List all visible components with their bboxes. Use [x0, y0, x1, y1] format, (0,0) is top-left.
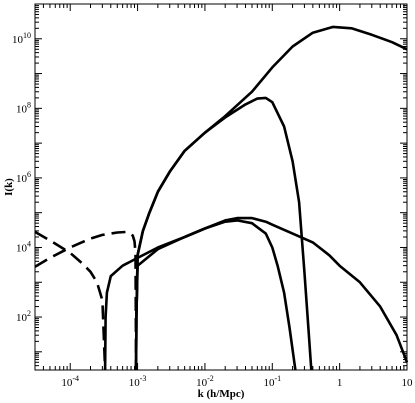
x-tick-label: 10	[402, 377, 414, 389]
solid-curve-4	[134, 219, 297, 371]
dashed-curve-6	[34, 230, 107, 371]
solid-curve-2	[134, 96, 313, 371]
solid-curve-3	[103, 216, 409, 371]
x-axis-title: k (h/Mpc)	[198, 388, 245, 400]
dashed-curve-5	[34, 230, 138, 371]
x-tick-label: 1	[337, 377, 343, 389]
x-tick-label: 10-1	[263, 374, 281, 389]
plot-frame	[34, 3, 408, 371]
labels-layer: 10-4 10-3 10-2 10-1 1 10 102 104 106 108 1010	[12, 31, 413, 389]
y-tick-label: 1010	[12, 31, 31, 46]
x-tick-label: 10-3	[129, 374, 147, 389]
solid-curve-1	[134, 25, 408, 371]
y-tick-label: 104	[16, 239, 31, 254]
x-tick-label: 10-4	[61, 374, 79, 389]
ticks-layer	[34, 3, 408, 371]
y-tick-label: 108	[16, 100, 31, 115]
y-axis-title: I(k)	[3, 178, 15, 196]
x-tick-label: 10-2	[196, 374, 214, 389]
y-tick-label: 102	[16, 309, 31, 324]
series-layer	[34, 25, 409, 371]
y-tick-label: 106	[16, 170, 31, 185]
